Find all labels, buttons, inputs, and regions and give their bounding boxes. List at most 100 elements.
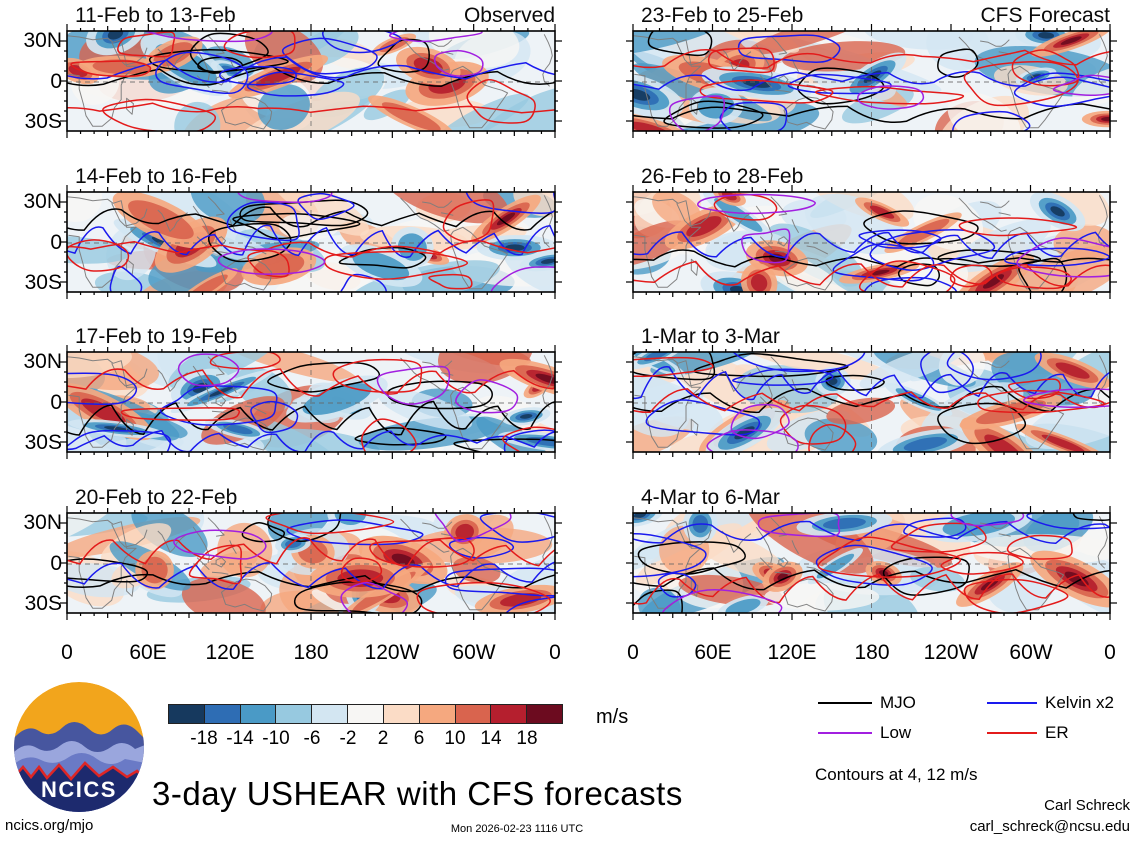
y-axis-label: 0 (50, 70, 62, 93)
colorbar-segment (169, 705, 205, 723)
x-axis-label: 60E (694, 641, 732, 664)
y-axis-label: 30S (24, 592, 62, 615)
legend-note: Contours at 4, 12 m/s (815, 765, 978, 784)
axis-ticks (626, 506, 1117, 620)
axis-ticks (60, 345, 562, 459)
legend-line (987, 732, 1037, 734)
low-contours (217, 192, 555, 292)
er-contours (67, 352, 555, 452)
colorbar-segment (419, 705, 456, 723)
colorbar-units: m/s (596, 706, 629, 728)
y-axis-label: 30N (23, 350, 62, 373)
mjo-contours (67, 361, 555, 452)
legend-line (818, 702, 872, 704)
x-axis-label: 60W (452, 641, 496, 664)
x-axis-label: 180 (854, 641, 890, 664)
map-field (67, 513, 555, 613)
y-axis-label: 0 (50, 391, 62, 414)
legend-label: Low (880, 723, 912, 742)
colorbar-tick-label: 2 (377, 728, 389, 749)
colorbar-tick-label: -18 (190, 728, 218, 749)
map-field (633, 352, 1110, 452)
legend-label: Kelvin x2 (1045, 693, 1114, 712)
x-axis-label: 0 (61, 641, 73, 664)
map-field (67, 192, 555, 292)
panel-title: 14-Feb to 16-Feb (75, 165, 238, 188)
er-contours (67, 31, 555, 131)
map-panel-canvas (60, 24, 562, 138)
logo-base (14, 763, 144, 812)
colorbar-segment (276, 705, 313, 723)
panel-annotation: Observed (463, 4, 555, 27)
map-panel-canvas (626, 185, 1117, 299)
map-field (633, 192, 1110, 292)
er-contours (633, 47, 1110, 107)
kelvin-contours (633, 229, 1110, 292)
x-axis-label: 0 (627, 641, 639, 664)
colorbar-segment (455, 705, 492, 723)
map-field (67, 352, 555, 452)
y-axis-label: 30N (23, 29, 62, 52)
y-axis-label: 30N (23, 511, 62, 534)
coastlines (633, 195, 1108, 291)
figure-title: 3-day USHEAR with CFS forecasts (152, 775, 683, 812)
colorbar-tick-label: -10 (262, 728, 290, 749)
coastlines (67, 34, 553, 130)
legend-line (818, 732, 872, 734)
colorbar (168, 704, 563, 724)
panel-title: 4-Mar to 6-Mar (641, 486, 780, 509)
map-field (633, 31, 1110, 131)
low-contours (697, 193, 1110, 278)
map-field (67, 31, 555, 131)
x-axis-label: 60E (129, 641, 167, 664)
map-panel-canvas (626, 506, 1117, 620)
panel-title: 17-Feb to 19-Feb (75, 325, 238, 348)
y-axis-label: 30S (24, 431, 62, 454)
low-contours (706, 388, 1110, 452)
author-name: Carl Schreck (1044, 797, 1130, 814)
map-panel-canvas (60, 506, 562, 620)
coastlines (633, 34, 1108, 130)
ncics-logo: NCICS (14, 682, 144, 812)
panel-title: 1-Mar to 3-Mar (641, 325, 780, 348)
legend-label: MJO (880, 693, 916, 712)
map-panel-canvas (626, 24, 1117, 138)
author-email: carl_schreck@ncsu.edu (969, 818, 1130, 835)
y-axis-label: 0 (50, 552, 62, 575)
map-panel-canvas (60, 345, 562, 459)
kelvin-contours (67, 372, 555, 452)
er-contours (67, 513, 555, 613)
axis-ticks (626, 24, 1117, 138)
y-axis-label: 30N (23, 190, 62, 213)
colorbar-tick-label: -14 (226, 728, 254, 749)
panel-annotation: CFS Forecast (980, 4, 1110, 27)
axis-ticks (60, 506, 562, 620)
x-axis-label: 0 (1104, 641, 1116, 664)
map-panel-canvas (626, 345, 1117, 459)
axis-ticks (626, 185, 1117, 299)
x-axis-label: 60W (1009, 641, 1053, 664)
colorbar-segment (383, 705, 420, 723)
colorbar-segment (491, 705, 528, 723)
panel-title: 26-Feb to 28-Feb (641, 165, 804, 188)
colorbar-tick-label: 18 (516, 728, 538, 749)
logo-ridge-line (14, 761, 144, 781)
x-axis-label: 120W (364, 641, 420, 664)
colorbar-segment (348, 705, 384, 723)
colorbar-segment (204, 705, 241, 723)
timestamp: Mon 2026-02-23 1116 UTC (450, 823, 584, 835)
colorbar-tick-label: 6 (413, 728, 425, 749)
panel-title: 20-Feb to 22-Feb (75, 486, 238, 509)
mjo-contours (67, 199, 555, 269)
site-url: ncics.org/mjo (5, 817, 94, 834)
axis-ticks (60, 185, 562, 299)
x-axis-label: 120E (767, 641, 817, 664)
x-axis-label: 0 (549, 641, 561, 664)
low-contours (173, 513, 512, 613)
colorbar-segment (527, 705, 562, 723)
colorbar-tick-label: -6 (303, 728, 321, 749)
colorbar-tick-label: -2 (339, 728, 357, 749)
axis-ticks (626, 345, 1117, 459)
low-contours (177, 353, 519, 414)
